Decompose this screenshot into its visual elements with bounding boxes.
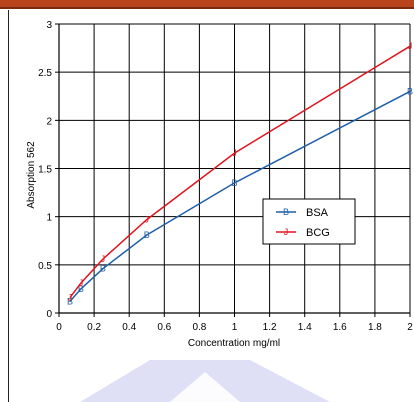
data-point-bcg: J <box>232 148 237 158</box>
data-point-bsa: B <box>407 86 413 96</box>
y-tick-label: 0 <box>46 309 52 320</box>
series-line-bcg <box>69 45 411 299</box>
x-tick-label: 1.6 <box>333 322 347 333</box>
top-border-bar <box>0 0 414 9</box>
grid-lines <box>58 23 411 314</box>
y-tick-label: 1 <box>46 213 52 224</box>
legend-label-bcg: BCG <box>306 227 330 239</box>
y-tick-label: 2.5 <box>38 68 52 79</box>
data-point-bsa: B <box>78 284 84 294</box>
legend: B BSA J BCG <box>262 198 356 245</box>
x-tick-label: 0.2 <box>87 322 101 333</box>
data-point-bcg: J <box>68 293 73 303</box>
legend-marker-bcg: J <box>284 227 289 237</box>
y-tick-label: 3 <box>46 20 52 31</box>
data-point-bsa: B <box>231 178 237 188</box>
y-tick-label: 0.5 <box>38 261 52 272</box>
plot-axes <box>55 23 411 317</box>
data-point-bcg: J <box>408 41 413 51</box>
x-tick-label: 2 <box>407 322 413 333</box>
x-tick-label: 1.2 <box>263 322 277 333</box>
x-tick-label: 0.8 <box>192 322 206 333</box>
data-point-bcg: J <box>145 215 150 225</box>
legend-marker-bsa: B <box>283 207 289 217</box>
x-tick-label: 1 <box>232 322 238 333</box>
y-tick-label: 2 <box>46 116 52 127</box>
legend-label-bsa: BSA <box>306 207 329 219</box>
x-tick-label: 0 <box>56 322 62 333</box>
y-tick-label: 1.5 <box>38 165 52 176</box>
x-tick-label: 1.8 <box>368 322 382 333</box>
x-axis-title: Concentration mg/ml <box>188 338 280 349</box>
series-line-bsa <box>69 90 411 302</box>
data-point-bsa: B <box>144 230 150 240</box>
data-point-bsa: B <box>100 264 106 274</box>
legend-box <box>262 198 356 245</box>
tick-labels: 0 0.2 0.4 0.6 0.8 1 1.2 1.4 1.6 1.8 2 0 0.5 1 1.5 2 2.5 3 <box>38 20 413 333</box>
x-tick-label: 0.6 <box>157 322 171 333</box>
data-point-bcg: J <box>79 278 84 288</box>
y-axis-title: Absorption 562 <box>26 141 37 209</box>
left-margin-rule <box>8 10 9 402</box>
data-point-bcg: J <box>101 254 106 264</box>
data-point-bsa: B <box>67 296 73 306</box>
x-tick-label: 0.4 <box>122 322 136 333</box>
x-tick-label: 1.4 <box>298 322 312 333</box>
